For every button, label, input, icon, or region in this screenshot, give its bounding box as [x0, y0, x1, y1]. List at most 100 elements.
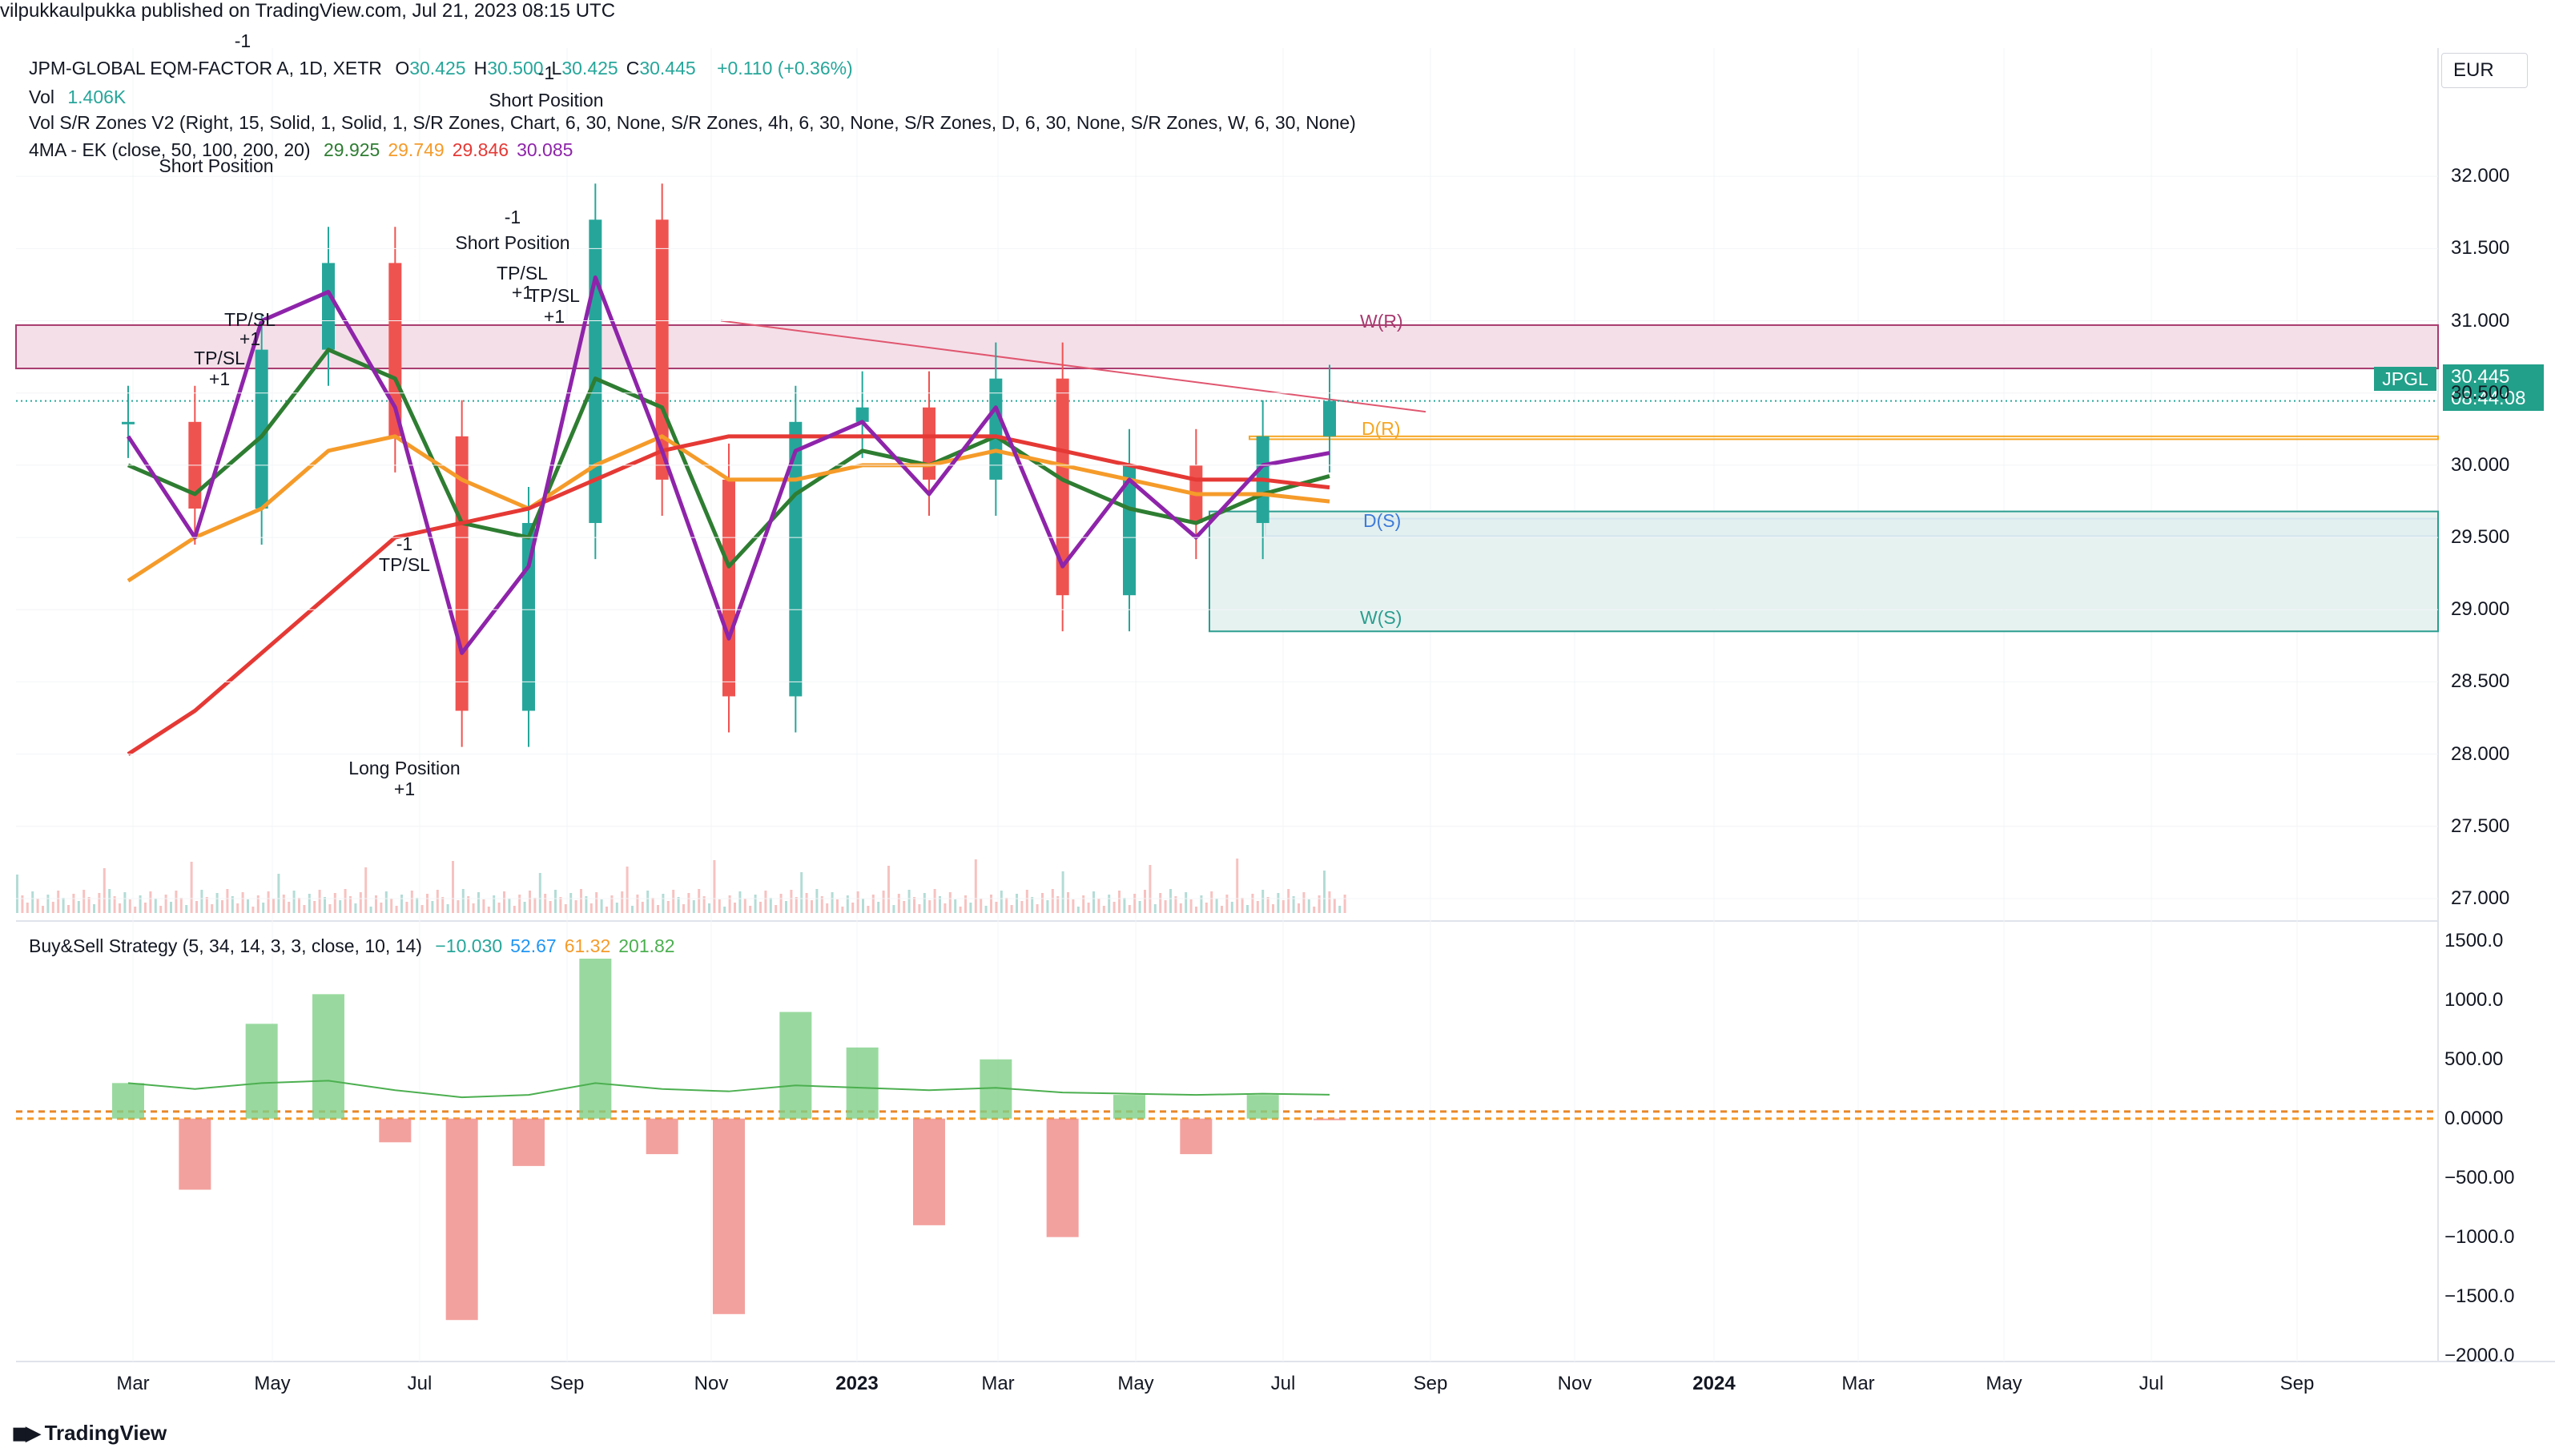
ohlc-h: H30.500 — [473, 58, 544, 78]
annotation-15: -1 — [396, 533, 413, 554]
volume-bar — [36, 899, 39, 913]
candle-2022-03 — [255, 349, 268, 509]
volume-bar — [313, 901, 316, 913]
candle-2022-12 — [855, 407, 869, 422]
volume-bar — [851, 903, 855, 913]
volume-bar — [508, 899, 511, 913]
osc-tick-2: 500.00 — [2444, 1048, 2504, 1070]
volume-bar — [384, 891, 388, 913]
volume-bar — [420, 905, 424, 913]
volume-bar — [820, 896, 823, 913]
volume-bar — [256, 895, 260, 913]
volume-bar — [589, 903, 593, 913]
volume-bar — [964, 895, 967, 913]
price-tick-0: 32.000 — [2451, 165, 2510, 187]
volume-bar — [984, 906, 988, 913]
ma-legend[interactable]: 4MA - EK (close, 50, 100, 200, 20) 29.92… — [29, 139, 589, 161]
volume-bar — [749, 906, 752, 913]
volume-bar — [472, 903, 475, 913]
volume-bar — [995, 902, 998, 913]
volume-bar — [154, 899, 157, 913]
osc-bar-2022-02 — [179, 1118, 211, 1190]
price-tick-2: 31.000 — [2451, 309, 2510, 332]
volume-bar — [1072, 899, 1075, 913]
price-tick-8: 28.000 — [2451, 742, 2510, 765]
candle-2022-01 — [122, 421, 135, 424]
volume-bar — [123, 892, 127, 913]
ticker-tag: JPGL — [2374, 367, 2436, 391]
volume-bar — [713, 860, 716, 913]
volume-bar — [359, 892, 362, 913]
volume-bar — [1118, 891, 1121, 913]
price-tick-4: 30.000 — [2451, 453, 2510, 476]
volume-bar — [369, 907, 372, 913]
volume-bar — [400, 895, 403, 913]
volume-bar — [529, 891, 531, 913]
candle-2023-01 — [923, 407, 935, 480]
volume-bar — [62, 898, 65, 913]
volume-bar — [779, 894, 783, 913]
volume-bar — [457, 900, 460, 913]
annotation-16: Long Position — [348, 758, 461, 778]
volume-bar — [1144, 890, 1146, 913]
volume-bar — [482, 899, 485, 913]
volume-bar — [1123, 898, 1126, 913]
volume-bar — [77, 901, 80, 913]
volume-bar — [144, 903, 147, 913]
symbol-legend[interactable]: JPM-GLOBAL EQM-FACTOR A, 1D, XETR O30.42… — [29, 58, 861, 79]
volume-bar — [518, 895, 521, 913]
volume-bar — [267, 891, 270, 913]
volume-bar — [615, 903, 618, 913]
volume-bar — [272, 899, 275, 913]
volume-bar — [1251, 894, 1254, 913]
osc-bar-2022-10 — [713, 1118, 745, 1314]
volume-bar — [175, 891, 178, 913]
sr-zones-legend[interactable]: Vol S/R Zones V2 (Right, 15, Solid, 1, S… — [29, 112, 1356, 133]
osc-tick-5: −1000.0 — [2444, 1225, 2515, 1248]
volume-bar — [743, 899, 746, 913]
volume-bar — [42, 906, 44, 913]
volume-bar — [1153, 904, 1157, 913]
volume-bar — [800, 872, 803, 913]
volume-legend[interactable]: Vol 1.406K — [29, 86, 134, 108]
annotation-10: TP/SL — [497, 263, 548, 284]
annotation-14: TP/SL — [379, 554, 430, 575]
volume-bar — [723, 907, 726, 913]
volume-bar — [1323, 871, 1326, 913]
osc-bar-2022-08 — [579, 958, 612, 1119]
volume-bar — [390, 899, 393, 913]
currency-selector[interactable]: EUR — [2441, 53, 2528, 88]
volume-bar — [610, 895, 614, 913]
ma-label: 4MA - EK (close, 50, 100, 200, 20) — [29, 139, 311, 160]
ohlc-l: L30.425 — [551, 58, 618, 78]
volume-bar — [298, 898, 300, 913]
volume-bar — [1000, 891, 1003, 913]
last-price: 30.445 — [2451, 366, 2510, 388]
volume-bar — [1302, 892, 1306, 913]
volume-bar — [1256, 901, 1259, 913]
osc-tick-7: −2000.0 — [2444, 1344, 2515, 1366]
symbol-title: JPM-GLOBAL EQM-FACTOR A, 1D, XETR — [29, 58, 382, 78]
volume-bar — [1128, 905, 1131, 913]
annotation-5: -1 — [504, 207, 521, 227]
volume-bar — [103, 868, 106, 913]
volume-bar — [1200, 895, 1203, 913]
tradingview-logo[interactable]: ◼▶ TradingView — [11, 1421, 167, 1446]
volume-bar — [1241, 898, 1244, 913]
annotation-4: Short Position — [455, 232, 570, 253]
volume-bar — [1215, 899, 1218, 913]
osc-signal-line — [127, 1080, 1330, 1099]
candle-2023-02 — [989, 378, 1003, 480]
osc-bar-2023-03 — [1046, 1118, 1079, 1237]
volume-bar — [241, 892, 244, 913]
volume-bar — [662, 894, 665, 913]
price-change: +0.110 (+0.36%) — [717, 58, 853, 78]
volume-bar — [308, 894, 311, 913]
volume-bar — [641, 902, 644, 913]
volume-bar — [215, 893, 219, 913]
volume-bar — [785, 901, 787, 913]
oscillator-legend[interactable]: Buy&Sell Strategy (5, 34, 14, 3, 3, clos… — [29, 935, 691, 957]
volume-bar — [333, 893, 336, 913]
osc-bar-2022-01 — [112, 1083, 144, 1119]
